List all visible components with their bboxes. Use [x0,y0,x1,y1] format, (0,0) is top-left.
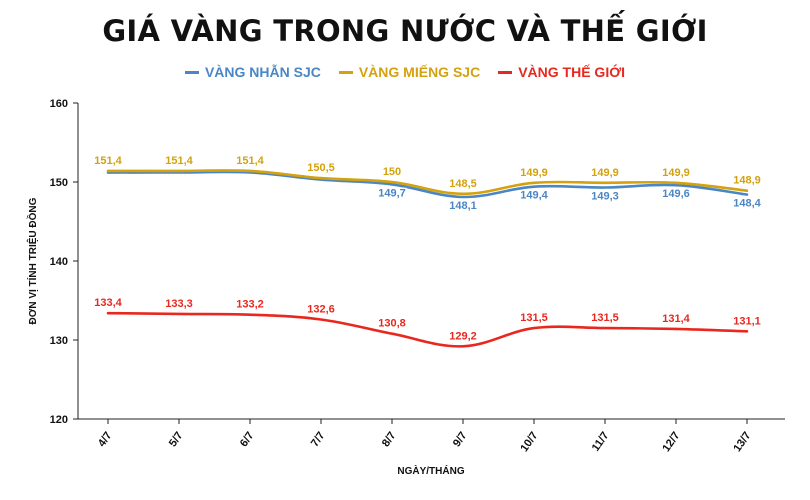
chart-title: GIÁ VÀNG TRONG NƯỚC VÀ THẾ GIỚI [102,14,708,48]
x-tick-label: 12/7 [660,430,682,454]
y-tick-label: 150 [50,177,68,189]
data-label-vang-mieng-sjc: 150 [383,166,401,178]
data-label-vang-mieng-sjc: 148,5 [449,178,477,190]
data-label-vang-the-gioi: 133,2 [236,299,264,311]
series-line-vang-the-gioi [106,311,749,348]
legend-item-vang-nhan-sjc: VÀNG NHẪN SJC [184,64,321,80]
data-label-vang-the-gioi: 131,4 [662,313,690,325]
data-label-vang-mieng-sjc: 151,4 [236,155,264,167]
data-label-vang-the-gioi: 133,3 [165,298,193,310]
data-label-vang-nhan-sjc: 148,1 [449,200,477,212]
legend-swatch-vang-the-gioi [498,70,513,74]
data-label-vang-mieng-sjc: 151,4 [165,155,193,167]
x-tick-label: 13/7 [731,430,753,454]
series-line-vang-nhan-sjc [106,170,749,199]
data-label-vang-the-gioi: 133,4 [94,297,122,309]
data-label-vang-the-gioi: 132,6 [307,303,335,315]
x-tick-label: 9/7 [451,430,470,449]
chart-legend: VÀNG NHẪN SJC VÀNG MIẾNG SJC VÀNG THẾ GI… [0,64,810,80]
data-label-vang-the-gioi: 131,5 [520,312,548,324]
series-line-vang-mieng-sjc [106,169,749,196]
data-label-vang-the-gioi: 130,8 [378,318,406,330]
data-label-vang-mieng-sjc: 151,4 [94,155,122,167]
data-label-vang-nhan-sjc: 149,4 [520,190,548,202]
data-label-vang-mieng-sjc: 148,9 [733,175,761,187]
x-tick-label: 4/7 [96,430,115,449]
legend-swatch-vang-nhan-sjc [184,70,199,74]
data-label-vang-mieng-sjc: 149,9 [591,167,619,179]
legend-swatch-vang-mieng-sjc [338,70,353,74]
legend-item-vang-the-gioi: VÀNG THẾ GIỚI [498,64,625,80]
legend-label-vang-nhan-sjc: VÀNG NHẪN SJC [204,64,321,80]
data-label-vang-mieng-sjc: 150,5 [307,162,335,174]
x-tick-label: 10/7 [518,430,540,454]
x-tick-label: 6/7 [238,430,257,449]
x-tick-label: 8/7 [380,430,399,449]
data-label-vang-the-gioi: 131,5 [591,312,619,324]
data-label-vang-nhan-sjc: 149,3 [591,191,619,203]
x-tick-label: 5/7 [167,430,186,449]
x-tick-label: 7/7 [309,430,328,449]
y-tick-label: 140 [50,256,68,268]
data-label-vang-nhan-sjc: 149,7 [378,187,406,199]
legend-label-vang-mieng-sjc: VÀNG MIẾNG SJC [358,64,481,80]
y-tick-label: 130 [50,335,68,347]
y-axis-title: ĐƠN VỊ TÍNH TRIỆU ĐỒNG [26,197,39,324]
data-label-vang-nhan-sjc: 149,6 [662,188,690,200]
data-label-vang-mieng-sjc: 149,9 [520,167,548,179]
data-label-vang-the-gioi: 129,2 [449,330,477,342]
x-axis-title: NGÀY/THÁNG [397,464,464,477]
data-label-vang-nhan-sjc: 148,4 [733,198,761,210]
y-tick-label: 120 [50,414,68,426]
legend-item-vang-mieng-sjc: VÀNG MIẾNG SJC [338,64,481,80]
data-label-vang-the-gioi: 131,1 [733,315,761,327]
y-tick-label: 160 [50,98,68,110]
legend-label-vang-the-gioi: VÀNG THẾ GIỚI [518,64,626,80]
x-tick-label: 11/7 [590,430,612,454]
data-label-vang-mieng-sjc: 149,9 [662,167,690,179]
